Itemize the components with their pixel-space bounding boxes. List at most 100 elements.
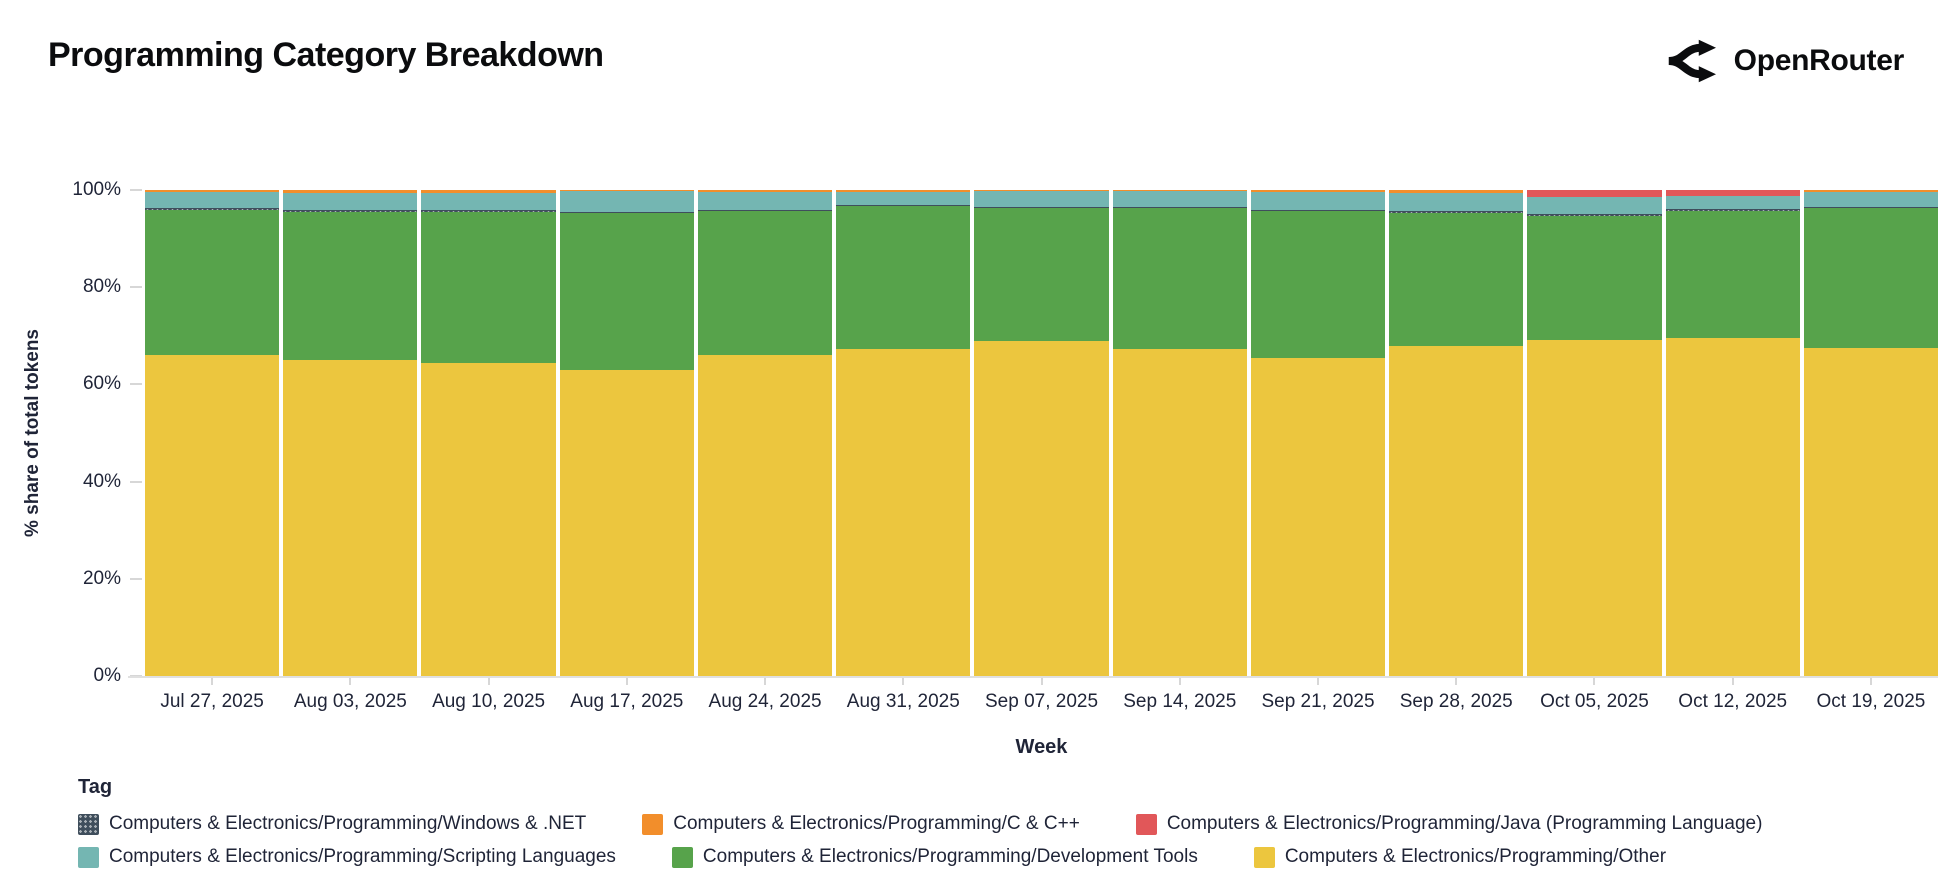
segment-development_tools	[559, 213, 694, 370]
segment-c_cpp	[697, 190, 833, 192]
x-tick-cell	[1389, 678, 1523, 685]
bar-column-aug-17-2025	[559, 190, 694, 676]
legend-swatch-other	[1253, 846, 1275, 868]
x-tick-mark	[1178, 678, 1181, 685]
segment-windows_dotnet	[1250, 209, 1386, 212]
legend-row: Computers & Electronics/Programming/Wind…	[78, 813, 1762, 835]
legend-item-c_cpp: Computers & Electronics/Programming/C & …	[642, 813, 1080, 835]
x-tick-cell	[145, 678, 279, 685]
x-tick-mark	[1040, 678, 1043, 685]
x-label-sep-14-2025: Sep 14, 2025	[1123, 691, 1237, 712]
x-tick-cell	[1527, 678, 1661, 685]
x-tick-cell	[1113, 678, 1247, 685]
segment-other	[1389, 345, 1524, 676]
segment-other	[145, 355, 280, 676]
segment-other	[1665, 338, 1800, 676]
legend-item-windows_dotnet: Computers & Electronics/Programming/Wind…	[78, 813, 586, 835]
bar-column-sep-21-2025	[1250, 190, 1386, 676]
x-axis-title: Week	[1015, 736, 1068, 758]
x-label-oct-12-2025: Oct 12, 2025	[1678, 691, 1788, 712]
segment-other	[1527, 339, 1662, 676]
legend-swatch-windows_dotnet	[78, 813, 99, 835]
segment-windows_dotnet	[974, 207, 1109, 209]
y-tick-label-20: 20%	[82, 567, 121, 589]
legend-swatch-c_cpp	[642, 813, 664, 835]
segment-scripting_languages	[1389, 193, 1524, 212]
segment-c_cpp	[559, 190, 694, 192]
segment-c_cpp	[1250, 190, 1386, 193]
x-axis-line	[128, 676, 1938, 678]
legend-label-c_cpp: Computers & Electronics/Programming/C & …	[673, 813, 1080, 834]
x-label-aug-17-2025: Aug 17, 2025	[570, 691, 684, 712]
segment-scripting_languages	[145, 191, 280, 209]
segment-development_tools	[1389, 212, 1524, 346]
y-tick-mark	[130, 480, 142, 483]
x-tick-mark	[1455, 678, 1458, 685]
segment-windows_dotnet	[145, 208, 280, 210]
legend-label-windows_dotnet: Computers & Electronics/Programming/Wind…	[109, 813, 587, 834]
x-tick-cell	[974, 678, 1108, 685]
x-label-aug-03-2025: Aug 03, 2025	[293, 691, 407, 712]
segment-windows_dotnet	[1112, 207, 1247, 209]
x-axis-tick-marks	[145, 678, 1938, 685]
x-tick-cell	[1666, 678, 1800, 685]
segment-other	[697, 355, 833, 676]
segment-development_tools	[836, 206, 971, 349]
segment-development_tools	[1250, 211, 1386, 358]
legend-item-scripting_languages: Computers & Electronics/Programming/Scri…	[78, 846, 616, 868]
x-tick-cell	[1804, 678, 1938, 685]
segment-c_cpp	[145, 190, 280, 192]
legend-row: Computers & Electronics/Programming/Scri…	[78, 846, 1762, 868]
y-tick-mark	[130, 286, 142, 289]
legend-swatch-java	[1135, 813, 1157, 835]
x-tick-cell	[1251, 678, 1385, 685]
legend-item-java: Computers & Electronics/Programming/Java…	[1135, 813, 1763, 835]
segment-windows_dotnet	[1527, 214, 1662, 216]
segment-c_cpp	[836, 190, 971, 192]
segment-other	[974, 340, 1109, 676]
page-title: Programming Category Breakdown	[48, 36, 604, 74]
legend-rows: Computers & Electronics/Programming/Wind…	[78, 813, 1762, 868]
x-tick-mark	[487, 678, 490, 685]
legend-label-java: Computers & Electronics/Programming/Java…	[1166, 813, 1763, 834]
y-tick-label-60: 60%	[82, 373, 121, 395]
y-tick-mark	[130, 383, 142, 386]
x-tick-cell	[836, 678, 970, 685]
x-label-sep-28-2025: Sep 28, 2025	[1399, 691, 1513, 712]
y-tick-label-0: 0%	[93, 665, 121, 686]
segment-windows_dotnet	[421, 210, 556, 212]
segment-scripting_languages	[974, 191, 1109, 208]
y-tick-mark	[130, 189, 142, 191]
segment-development_tools	[974, 208, 1109, 341]
segment-other	[1803, 347, 1939, 676]
segment-windows_dotnet	[283, 210, 418, 212]
segment-development_tools	[1665, 210, 1800, 339]
x-label-aug-10-2025: Aug 10, 2025	[432, 691, 546, 712]
bar-column-oct-12-2025	[1665, 190, 1800, 676]
bar-column-oct-19-2025	[1803, 190, 1939, 676]
y-tick-label-40: 40%	[82, 470, 121, 492]
bar-column-sep-07-2025	[974, 190, 1109, 676]
legend-item-other: Computers & Electronics/Programming/Othe…	[1253, 846, 1666, 868]
bar-column-aug-10-2025	[421, 190, 556, 676]
x-label-oct-05-2025: Oct 05, 2025	[1540, 691, 1649, 712]
legend-swatch-development_tools	[671, 846, 693, 868]
segment-other	[283, 360, 418, 676]
segment-development_tools	[145, 209, 280, 356]
segment-scripting_languages	[1112, 191, 1247, 208]
segment-windows_dotnet	[559, 211, 694, 214]
legend-label-scripting_languages: Computers & Electronics/Programming/Scri…	[109, 846, 616, 867]
segment-java	[1527, 190, 1662, 197]
segment-scripting_languages	[1250, 192, 1386, 210]
segment-development_tools	[1803, 208, 1939, 348]
segment-windows_dotnet	[1803, 206, 1939, 208]
y-tick-mark	[130, 577, 142, 580]
segment-java	[1665, 190, 1800, 196]
legend-swatch-scripting_languages	[78, 846, 99, 868]
segment-windows_dotnet	[836, 204, 971, 207]
x-label-aug-24-2025: Aug 24, 2025	[708, 691, 822, 712]
segment-development_tools	[1527, 215, 1662, 340]
x-tick-cell	[421, 678, 555, 685]
x-tick-cell	[283, 678, 417, 685]
